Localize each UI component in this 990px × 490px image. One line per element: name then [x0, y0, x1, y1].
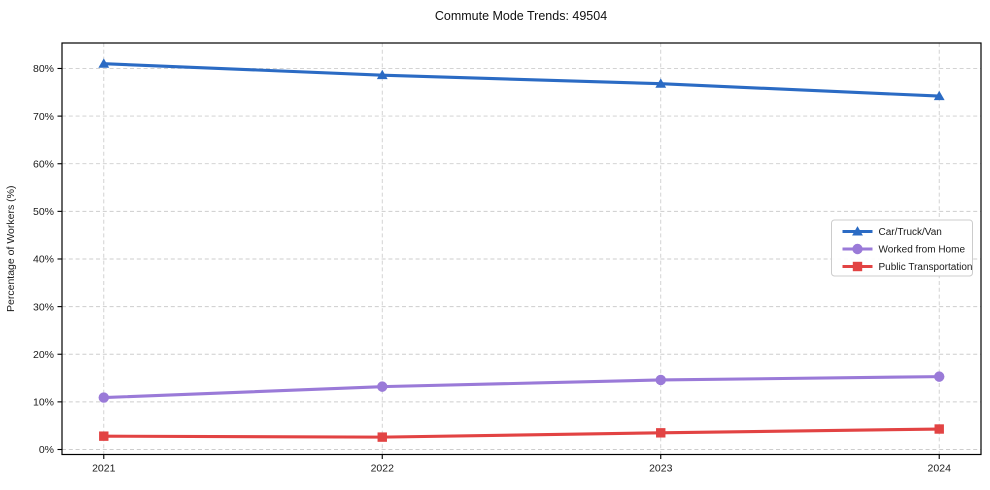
series-line-car-truck-van — [103, 62, 940, 98]
legend-item-worked-from-home: Worked from Home — [842, 243, 966, 256]
legend-label-car-truck-van: Car/Truck/Van — [879, 227, 942, 238]
y-tick-label: 20% — [33, 349, 54, 361]
y-axis-title: Percentage of Workers (%) — [5, 186, 17, 312]
series-line-worked-from-home — [103, 375, 940, 400]
legend-public-transportation-square-marker-icon — [852, 261, 863, 272]
plot-frame — [61, 42, 982, 456]
y-tick-label: 80% — [33, 63, 54, 75]
y-tick-label: 30% — [33, 301, 54, 313]
car-truck-van-triangle-marker-icon — [98, 58, 110, 68]
legend-label-public-transportation: Public Transportation — [879, 262, 973, 273]
worked-from-home-circle-marker-icon — [98, 392, 109, 403]
legend: Car/Truck/Van Worked from Home Public Tran… — [831, 219, 973, 277]
public-transportation-square-marker-icon — [377, 432, 387, 442]
x-tick-label: 2024 — [928, 463, 952, 475]
series-line-public-transportation — [103, 427, 940, 439]
y-tick-label: 40% — [33, 254, 54, 266]
car-truck-van-triangle-marker-icon — [655, 78, 667, 88]
legend-box — [831, 219, 973, 277]
x-tick-label: 2023 — [649, 463, 673, 475]
public-transportation-square-marker-icon — [934, 424, 944, 434]
car-truck-van-triangle-marker-icon — [933, 90, 945, 101]
worked-from-home-circle-marker-icon — [655, 374, 666, 386]
worked-from-home-circle-marker-icon — [377, 381, 388, 392]
x-tick-label: 2021 — [92, 463, 116, 475]
y-tick-label: 70% — [33, 111, 54, 123]
legend-item-public-transportation: Public Transportation — [842, 261, 973, 273]
x-tick-label: 2022 — [371, 463, 395, 475]
public-transportation-square-marker-icon — [99, 431, 109, 441]
y-tick-label: 60% — [33, 158, 54, 170]
y-tick-label: 50% — [33, 206, 54, 218]
chart-title: Commute Mode Trends: 49504 — [434, 9, 608, 23]
car-truck-van-triangle-marker-icon — [376, 69, 388, 80]
public-transportation-square-marker-icon — [656, 428, 666, 438]
legend-label-worked-from-home: Worked from Home — [879, 245, 966, 256]
legend-worked-from-home-circle-marker-icon — [852, 243, 863, 255]
legend-item-car-truck-van: Car/Truck/Van — [842, 226, 942, 238]
y-tick-label: 10% — [33, 397, 54, 409]
y-tick-label: 0% — [39, 444, 54, 456]
worked-from-home-circle-marker-icon — [934, 371, 945, 382]
legend-car-truck-van-triangle-marker-icon — [852, 226, 863, 236]
